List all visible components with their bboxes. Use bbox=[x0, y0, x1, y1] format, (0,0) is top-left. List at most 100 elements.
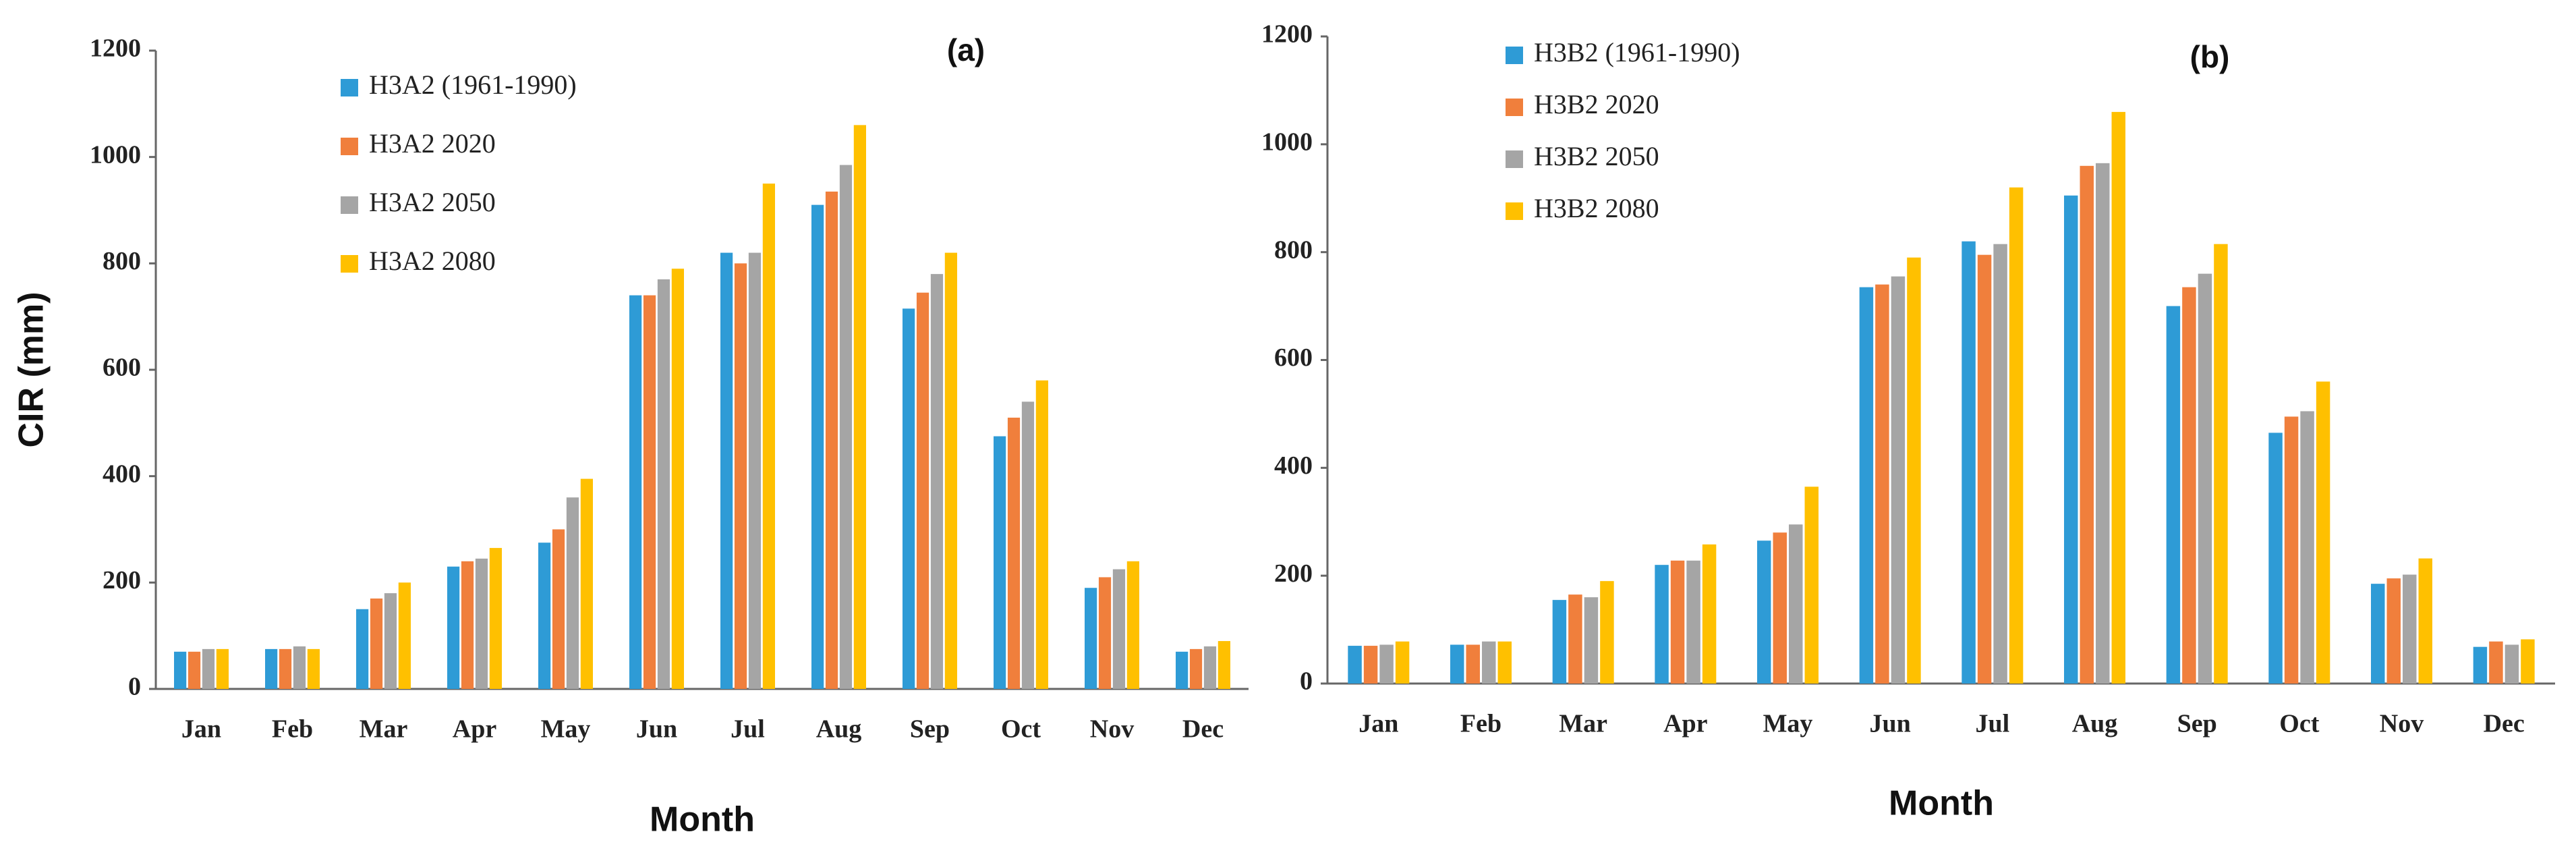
chart-title: (a) bbox=[947, 32, 985, 67]
bar bbox=[2316, 381, 2330, 684]
legend-label: H3B2 2020 bbox=[1534, 89, 1659, 119]
bar bbox=[356, 609, 369, 689]
bar bbox=[853, 125, 866, 689]
legend-swatch bbox=[341, 79, 358, 96]
bar bbox=[825, 191, 838, 689]
bar bbox=[1085, 588, 1097, 689]
bar bbox=[1552, 600, 1567, 684]
bar bbox=[279, 648, 292, 689]
bar bbox=[643, 295, 656, 690]
y-tick-label: 1000 bbox=[90, 140, 141, 169]
bar bbox=[671, 269, 684, 689]
x-tick-label: Nov bbox=[2380, 710, 2424, 738]
bar bbox=[657, 279, 670, 689]
bar bbox=[475, 558, 488, 689]
x-tick-label: Feb bbox=[1460, 710, 1501, 738]
bar bbox=[1670, 560, 1685, 684]
x-tick-label: Jan bbox=[181, 715, 221, 744]
bar bbox=[580, 478, 593, 689]
bar bbox=[1875, 284, 1889, 684]
bar bbox=[916, 292, 929, 690]
bar bbox=[930, 274, 944, 690]
y-tick-label: 1200 bbox=[90, 34, 141, 63]
bar bbox=[720, 252, 733, 690]
bar bbox=[447, 566, 460, 689]
x-tick-label: Jul bbox=[731, 715, 765, 744]
x-tick-label: Aug bbox=[816, 715, 862, 744]
x-tick-label: May bbox=[541, 715, 591, 744]
bar bbox=[2096, 163, 2110, 684]
y-tick-label: 400 bbox=[1274, 451, 1313, 480]
legend-label: H3B2 2050 bbox=[1534, 141, 1659, 171]
bar bbox=[1348, 646, 1362, 684]
legend-label: H3A2 (1961-1990) bbox=[369, 70, 577, 100]
bar bbox=[2371, 584, 2385, 684]
bar bbox=[384, 593, 397, 689]
y-axis-title: CIR (mm) bbox=[12, 291, 51, 447]
bar bbox=[398, 582, 411, 689]
legend-label: H3B2 2080 bbox=[1534, 193, 1659, 223]
bar bbox=[1859, 287, 1874, 684]
bar bbox=[216, 648, 229, 689]
bar bbox=[2268, 433, 2283, 684]
y-tick-label: 0 bbox=[128, 673, 141, 701]
x-tick-label: Mar bbox=[360, 715, 408, 744]
y-tick-label: 600 bbox=[1274, 343, 1313, 372]
x-tick-label: Jun bbox=[1870, 710, 1911, 738]
y-tick-label: 600 bbox=[103, 354, 141, 382]
bar bbox=[1686, 560, 1700, 684]
bar bbox=[994, 436, 1006, 689]
bar bbox=[1773, 532, 1787, 684]
bar bbox=[1482, 641, 1496, 684]
x-tick-label: Sep bbox=[910, 715, 950, 744]
legend-label: H3A2 2080 bbox=[369, 246, 496, 276]
x-tick-label: Oct bbox=[1001, 715, 1041, 744]
bar bbox=[538, 543, 551, 689]
bar bbox=[903, 308, 915, 689]
legend-label: H3A2 2020 bbox=[369, 128, 496, 159]
bar bbox=[1203, 646, 1217, 689]
x-tick-label: Oct bbox=[2279, 710, 2319, 738]
x-tick-label: May bbox=[1763, 710, 1813, 738]
y-tick-label: 400 bbox=[103, 460, 141, 488]
bar bbox=[1021, 401, 1035, 689]
y-tick-label: 1000 bbox=[1261, 128, 1313, 157]
x-tick-label: Mar bbox=[1559, 710, 1607, 738]
bar bbox=[1007, 417, 1021, 689]
bar bbox=[748, 252, 762, 690]
bar bbox=[370, 598, 383, 689]
bar bbox=[762, 184, 775, 689]
x-tick-label: Jun bbox=[636, 715, 677, 744]
x-axis-title: Month bbox=[1889, 784, 1994, 823]
chart-title: (b) bbox=[2190, 39, 2230, 74]
bar bbox=[1466, 644, 1480, 684]
x-axis-title: Month bbox=[650, 800, 755, 839]
bar bbox=[1379, 644, 1394, 684]
x-tick-label: Dec bbox=[1182, 715, 1224, 744]
bar bbox=[188, 651, 201, 689]
bar bbox=[1395, 641, 1410, 684]
bar bbox=[1907, 257, 1921, 684]
bar bbox=[2403, 574, 2417, 684]
bar bbox=[629, 295, 642, 690]
bar bbox=[174, 651, 187, 689]
legend-swatch bbox=[341, 255, 358, 273]
x-tick-label: Jul bbox=[1975, 710, 2009, 738]
bar bbox=[2214, 244, 2228, 684]
legend-swatch bbox=[1506, 202, 1523, 220]
x-tick-label: Apr bbox=[1663, 710, 1708, 738]
bar bbox=[461, 561, 474, 689]
bar bbox=[1098, 577, 1112, 689]
bar bbox=[1702, 544, 1717, 684]
bar bbox=[811, 204, 824, 689]
bar bbox=[2009, 187, 2024, 684]
bar bbox=[1584, 597, 1599, 684]
y-tick-label: 0 bbox=[1300, 667, 1313, 696]
bar bbox=[1757, 540, 1771, 684]
bar bbox=[2386, 578, 2401, 684]
bar bbox=[1112, 569, 1126, 689]
bar bbox=[2473, 646, 2488, 684]
bar bbox=[307, 648, 320, 689]
bar bbox=[1993, 244, 2007, 684]
